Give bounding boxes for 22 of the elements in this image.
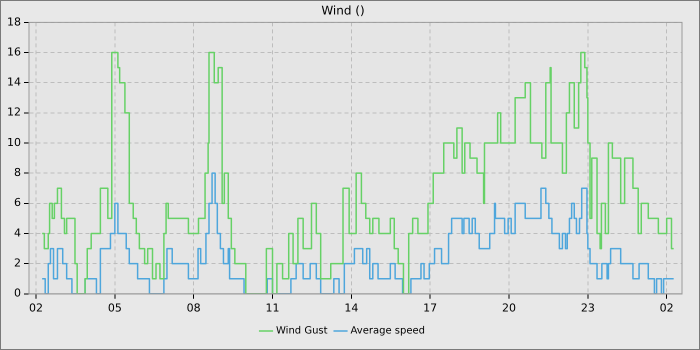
y-tick-label: 14	[6, 76, 21, 89]
y-tick-label: 4	[14, 226, 21, 240]
x-tick-label: 17	[423, 301, 438, 314]
x-tick-label: 08	[186, 301, 201, 314]
y-tick-label: 0	[14, 286, 21, 300]
x-tick-label: 23	[580, 301, 595, 314]
chart-title: Wind ()	[321, 3, 365, 18]
x-tick-label: 02	[29, 301, 44, 314]
y-tick-label: 6	[14, 196, 21, 210]
x-tick-label: 11	[266, 301, 280, 314]
y-tick-label: 8	[14, 166, 21, 180]
y-tick-label: 10	[6, 136, 21, 149]
x-tick-label: 20	[502, 301, 516, 314]
legend-label: Average speed	[350, 326, 425, 337]
x-tick-label: 14	[344, 301, 358, 314]
x-tick-label: 02	[660, 301, 674, 314]
y-tick-label: 2	[14, 256, 21, 270]
y-tick-label: 12	[6, 106, 21, 119]
x-tick-label: 05	[108, 301, 122, 314]
y-tick-label: 18	[6, 15, 21, 28]
legend-label: Wind Gust	[276, 326, 328, 337]
y-tick-label: 16	[6, 45, 21, 58]
